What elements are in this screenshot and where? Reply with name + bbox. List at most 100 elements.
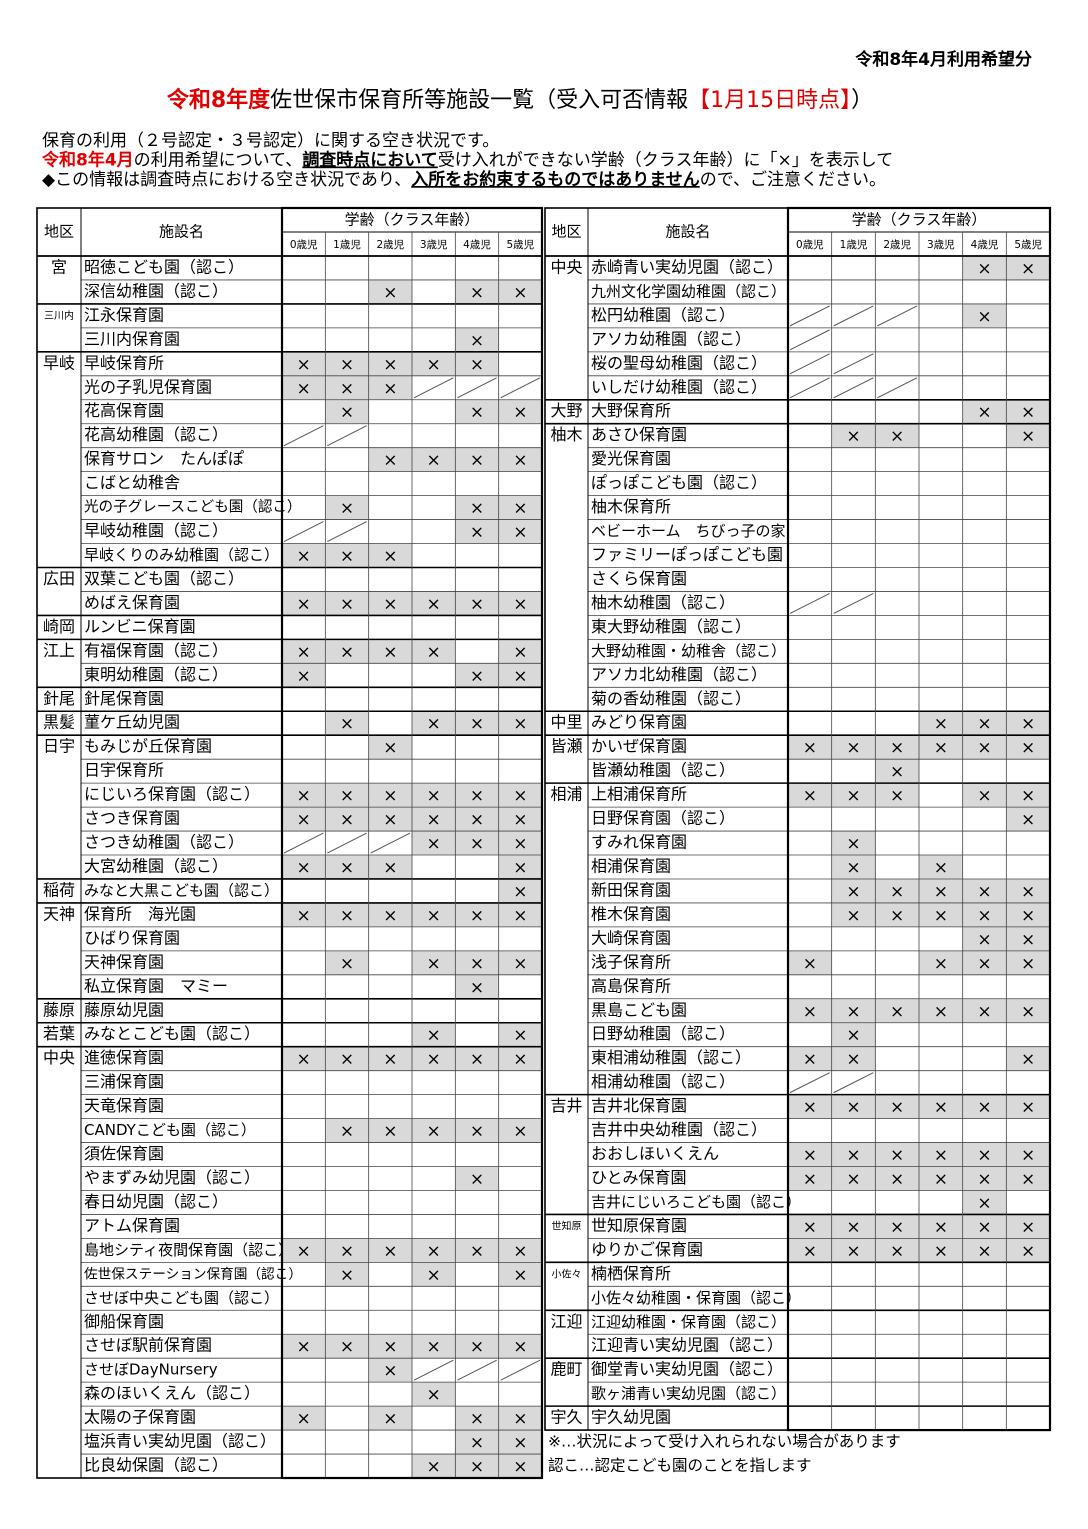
unavailable-mark: × <box>1021 427 1035 447</box>
unavailable-mark: × <box>977 307 991 327</box>
cell-shade <box>368 1334 412 1359</box>
unavailable-mark: × <box>513 594 527 614</box>
facility-name: 保育所 海光園 <box>84 904 196 923</box>
unavailable-mark: × <box>470 714 484 734</box>
unavailable-mark: × <box>427 906 441 926</box>
cell-shade <box>1006 256 1050 280</box>
unavailable-mark: × <box>383 642 397 662</box>
intro-line: 令和8年4月の利用希望について、調査時点において受け入れができない学齢（クラス年… <box>42 150 893 171</box>
unavailable-mark: × <box>846 1146 860 1166</box>
unavailable-mark: × <box>383 858 397 878</box>
cell-shade <box>282 807 326 832</box>
unavailable-mark: × <box>513 714 527 734</box>
cell-shade <box>368 543 412 568</box>
facility-name: 森のほいくえん（認こ） <box>84 1384 260 1403</box>
unavailable-mark: × <box>383 379 397 399</box>
facility-name: させぼ駅前保育園 <box>84 1336 212 1355</box>
cell-shade <box>368 783 412 808</box>
facility-name: ぽっぽこども園（認こ） <box>591 473 767 492</box>
facility-name: ひとみ保育園 <box>591 1168 687 1187</box>
table-border <box>544 207 1051 1431</box>
cell-shade <box>282 1238 326 1263</box>
cell-shade <box>962 1142 1007 1167</box>
facility-name: 島地シティ夜間保育園（認こ） <box>84 1241 293 1259</box>
unavailable-mark: × <box>470 1169 484 1189</box>
cell-shade <box>455 950 499 975</box>
cell-shade <box>788 998 832 1023</box>
facility-name: 東大野幼稚園（認こ） <box>591 617 751 636</box>
unavailable-mark: × <box>427 1265 441 1285</box>
unavailable-mark: × <box>470 1409 484 1429</box>
not-offered-slash <box>877 305 918 327</box>
cell-shade <box>282 783 326 808</box>
unavailable-mark: × <box>977 882 991 902</box>
cell-shade <box>962 902 1007 927</box>
cell-shade <box>831 1238 876 1263</box>
unavailable-mark: × <box>977 1217 991 1237</box>
unavailable-mark: × <box>846 1026 860 1046</box>
cell-shade <box>831 855 876 879</box>
unavailable-mark: × <box>513 1122 527 1142</box>
facility-name: 針尾保育園 <box>84 689 164 708</box>
facility-name: さくら保育園 <box>591 569 687 588</box>
unavailable-mark: × <box>297 355 311 375</box>
cell-shade <box>412 1022 456 1047</box>
unavailable-mark: × <box>470 499 484 519</box>
age-header: 4歳児 <box>463 239 491 251</box>
not-offered-slash <box>789 353 830 375</box>
cell-shade <box>282 1046 326 1071</box>
facility-name: いしだけ幼稚園（認こ） <box>591 377 767 396</box>
unavailable-mark: × <box>513 523 527 543</box>
unavailable-mark: × <box>383 906 397 926</box>
cell-shade <box>498 783 542 808</box>
unavailable-mark: × <box>846 427 860 447</box>
cell-shade <box>875 783 919 808</box>
facility-name: 江永保育園 <box>84 305 164 324</box>
not-offered-slash <box>789 377 830 399</box>
cell-shade <box>368 807 412 832</box>
unavailable-mark: × <box>470 451 484 471</box>
facility-name: 早岐くりのみ幼稚園（認こ） <box>84 546 279 564</box>
cell-shade <box>455 783 499 808</box>
not-offered-slash <box>833 305 874 327</box>
district: 中央 <box>43 1048 75 1067</box>
unavailable-mark: × <box>890 906 904 926</box>
cell-shade <box>368 735 412 760</box>
cell-shade <box>325 639 369 664</box>
facility-name: 日野保育園（認こ） <box>591 809 735 828</box>
cell-shade <box>368 855 412 879</box>
unavailable-mark: × <box>1021 954 1035 974</box>
cell-shade <box>325 1118 369 1143</box>
cell-shade <box>962 998 1007 1023</box>
cell-shade <box>455 807 499 832</box>
unavailable-mark: × <box>513 403 527 423</box>
cell-shade <box>498 279 542 304</box>
facility-name: こばと幼稚舎 <box>84 473 180 492</box>
cell-shade <box>962 711 1007 736</box>
cell-shade <box>412 711 456 736</box>
cell-shade <box>412 1262 456 1287</box>
facility-name: 比良幼保園（認こ） <box>84 1456 228 1475</box>
unavailable-mark: × <box>470 666 484 686</box>
facility-name: 昭徳こども園（認こ） <box>84 257 244 276</box>
unavailable-mark: × <box>890 1002 904 1022</box>
unavailable-mark: × <box>427 1122 441 1142</box>
district: 稲荷 <box>43 880 75 899</box>
unavailable-mark: × <box>340 355 354 375</box>
cell-shade <box>962 1166 1007 1191</box>
unavailable-mark: × <box>934 1146 948 1166</box>
unavailable-mark: × <box>934 1217 948 1237</box>
district: 広田 <box>43 569 75 588</box>
cell-shade <box>498 447 542 472</box>
unavailable-mark: × <box>513 451 527 471</box>
cell-shade <box>325 902 369 927</box>
district: 皆瀬 <box>550 737 582 756</box>
unavailable-mark: × <box>846 786 860 806</box>
facility-name: やまずみ幼児園（認こ） <box>84 1168 260 1187</box>
cell-shade <box>455 447 499 472</box>
cell-shade <box>282 351 326 376</box>
cell-shade <box>831 1046 876 1071</box>
cell-shade <box>962 1214 1007 1239</box>
facility-name: 三川内保育園 <box>84 329 180 348</box>
